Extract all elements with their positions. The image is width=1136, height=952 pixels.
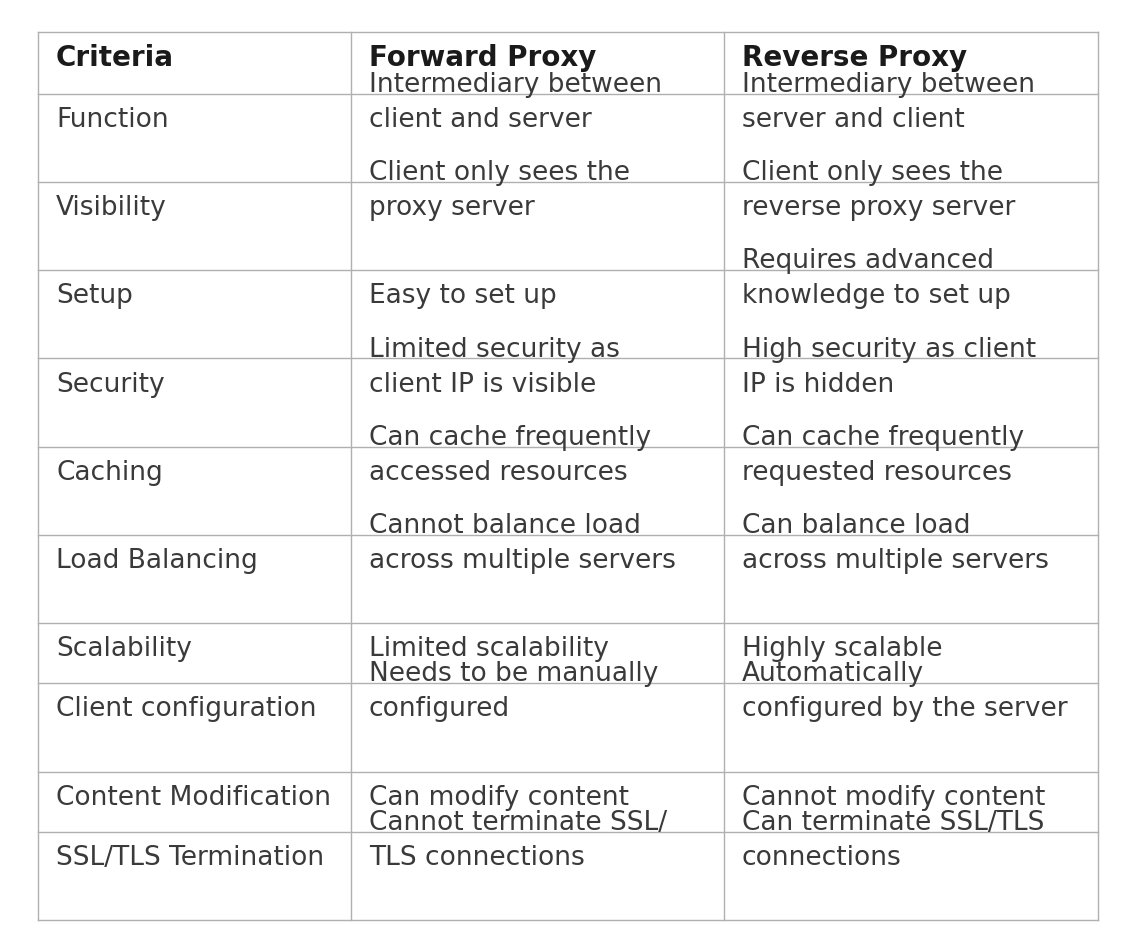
- Text: Client configuration: Client configuration: [56, 697, 317, 723]
- Text: Security: Security: [56, 371, 165, 398]
- Text: Cannot terminate SSL/
TLS connections: Cannot terminate SSL/ TLS connections: [369, 810, 667, 871]
- Text: Cannot modify content: Cannot modify content: [742, 784, 1045, 811]
- Text: Can cache frequently
requested resources: Can cache frequently requested resources: [742, 425, 1024, 486]
- Text: Requires advanced
knowledge to set up: Requires advanced knowledge to set up: [742, 248, 1011, 309]
- Text: Caching: Caching: [56, 460, 162, 486]
- Text: Client only sees the
proxy server: Client only sees the proxy server: [369, 160, 629, 221]
- Text: Visibility: Visibility: [56, 195, 167, 221]
- Text: Content Modification: Content Modification: [56, 784, 331, 811]
- Text: Limited scalability: Limited scalability: [369, 637, 609, 663]
- Text: Function: Function: [56, 107, 168, 132]
- Text: High security as client
IP is hidden: High security as client IP is hidden: [742, 336, 1036, 398]
- Text: Criteria: Criteria: [56, 44, 174, 72]
- Text: Automatically
configured by the server: Automatically configured by the server: [742, 662, 1068, 723]
- Text: Highly scalable: Highly scalable: [742, 637, 943, 663]
- Text: Setup: Setup: [56, 284, 133, 309]
- Text: Reverse Proxy: Reverse Proxy: [742, 44, 967, 72]
- Text: Cannot balance load
across multiple servers: Cannot balance load across multiple serv…: [369, 513, 676, 574]
- Text: Can modify content: Can modify content: [369, 784, 628, 811]
- Text: Scalability: Scalability: [56, 637, 192, 663]
- Text: Forward Proxy: Forward Proxy: [369, 44, 596, 72]
- Text: Can terminate SSL/TLS
connections: Can terminate SSL/TLS connections: [742, 810, 1044, 871]
- Text: Intermediary between
client and server: Intermediary between client and server: [369, 71, 661, 132]
- Text: Needs to be manually
configured: Needs to be manually configured: [369, 662, 658, 723]
- Text: Limited security as
client IP is visible: Limited security as client IP is visible: [369, 336, 619, 398]
- Text: Intermediary between
server and client: Intermediary between server and client: [742, 71, 1035, 132]
- Text: Easy to set up: Easy to set up: [369, 284, 557, 309]
- Text: Client only sees the
reverse proxy server: Client only sees the reverse proxy serve…: [742, 160, 1016, 221]
- Text: SSL/TLS Termination: SSL/TLS Termination: [56, 844, 324, 871]
- Text: Load Balancing: Load Balancing: [56, 548, 258, 574]
- Text: Can cache frequently
accessed resources: Can cache frequently accessed resources: [369, 425, 651, 486]
- Text: Can balance load
across multiple servers: Can balance load across multiple servers: [742, 513, 1049, 574]
